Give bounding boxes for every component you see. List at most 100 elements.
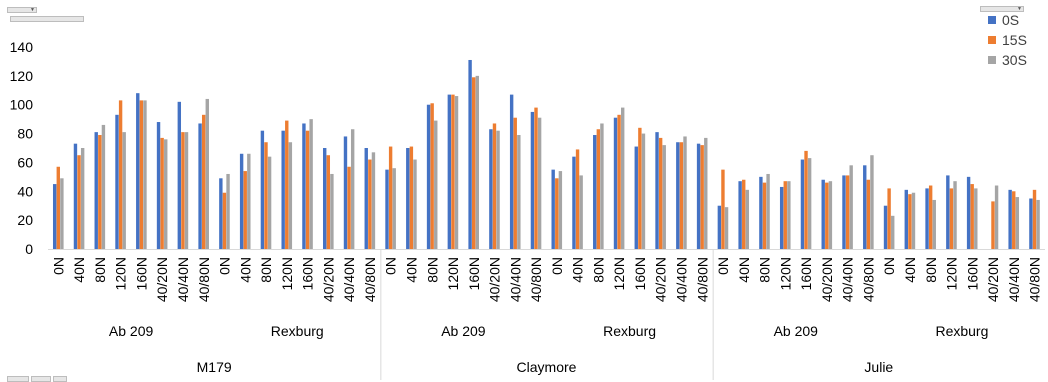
x-tick-label: 40/40N: [175, 257, 191, 302]
bar: [1032, 189, 1037, 249]
x-tick-label: 40/40N: [341, 257, 357, 302]
pivot-values-button[interactable]: [10, 16, 84, 22]
bar: [517, 135, 521, 249]
bar: [745, 189, 750, 249]
bar: [551, 169, 555, 249]
bar: [371, 152, 376, 249]
bar: [928, 185, 933, 249]
pivot-filter-button[interactable]: ▼: [7, 7, 37, 13]
bar: [264, 142, 268, 249]
bar: [489, 129, 493, 249]
bar: [364, 148, 368, 249]
bar: [662, 145, 666, 249]
x-tick-label: 40/40N: [674, 257, 690, 302]
x-tick-label: 40/20N: [985, 257, 1001, 302]
bar: [239, 153, 244, 249]
bar: [555, 178, 559, 249]
bar: [579, 175, 583, 249]
bar: [267, 156, 272, 249]
legend-label: 30S: [1002, 52, 1027, 68]
bar: [177, 101, 182, 249]
legend-swatch: [988, 16, 996, 24]
bar: [406, 148, 410, 249]
bar: [704, 137, 708, 249]
x-tick-label: 80N: [92, 257, 108, 283]
bars: [52, 59, 1040, 250]
bar: [742, 179, 746, 249]
bar: [447, 94, 452, 249]
bar: [509, 94, 514, 249]
bar: [530, 111, 535, 249]
bar: [638, 127, 642, 249]
x-tick-label: 0N: [383, 257, 399, 275]
bar: [430, 103, 434, 250]
bar: [160, 137, 164, 249]
bar: [198, 123, 202, 249]
bar: [593, 135, 597, 249]
bar: [887, 188, 891, 249]
x-tick-label: 0N: [217, 257, 233, 275]
bar: [343, 136, 348, 249]
bar: [385, 169, 389, 249]
group-label: Julie: [864, 359, 893, 375]
x-tick-label: 120N: [777, 257, 793, 290]
bar: [783, 181, 787, 249]
bar: [413, 159, 417, 249]
bar: [56, 166, 60, 249]
x-tick-label: 80N: [923, 257, 939, 283]
bar: [970, 184, 974, 249]
site-label: Rexburg: [935, 323, 988, 339]
bar: [181, 132, 185, 249]
bar: [281, 130, 285, 249]
bar: [219, 178, 223, 249]
bar: [724, 207, 729, 249]
legend-field-button[interactable]: ▼: [980, 6, 1024, 12]
bar: [98, 135, 102, 249]
site-label: Rexburg: [271, 323, 324, 339]
bar: [600, 123, 604, 249]
bar: [807, 158, 812, 249]
bar: [247, 153, 251, 249]
x-tick-label: 160N: [798, 257, 814, 290]
x-tick-label: 40/40N: [1006, 257, 1022, 302]
bar: [700, 145, 704, 249]
bar: [288, 142, 293, 249]
bar: [156, 122, 161, 249]
bar: [620, 107, 625, 249]
bar: [184, 132, 189, 249]
bar: [991, 201, 995, 249]
bar: [863, 165, 867, 249]
bar: [243, 171, 247, 249]
bar: [883, 205, 888, 249]
bar: [953, 181, 957, 249]
bar: [122, 132, 126, 249]
x-tick-label: 160N: [133, 257, 149, 290]
bar: [347, 166, 351, 249]
bar: [738, 181, 742, 249]
bar: [492, 123, 497, 249]
bar: [472, 77, 476, 249]
x-tick-label: 80N: [757, 257, 773, 283]
bar: [164, 139, 168, 249]
bar: [305, 130, 310, 249]
x-tick-label: 40/80N: [694, 257, 710, 302]
bar: [226, 173, 230, 249]
x-tick-label: 40/20N: [653, 257, 669, 302]
bar: [388, 146, 393, 249]
x-tick-label: 40N: [736, 257, 752, 283]
bar: [77, 155, 81, 249]
bar: [115, 114, 119, 249]
bar: [1015, 197, 1020, 249]
bar: [323, 148, 327, 249]
bar: [468, 59, 472, 249]
bar: [932, 199, 936, 249]
bar: [596, 129, 601, 249]
legend-swatch: [988, 36, 996, 44]
bar: [496, 130, 500, 249]
bar: [762, 182, 767, 249]
x-tick-label: 40/80N: [196, 257, 212, 302]
bar: [434, 120, 438, 249]
bar: [825, 182, 829, 249]
x-tick-label: 0N: [50, 257, 66, 275]
